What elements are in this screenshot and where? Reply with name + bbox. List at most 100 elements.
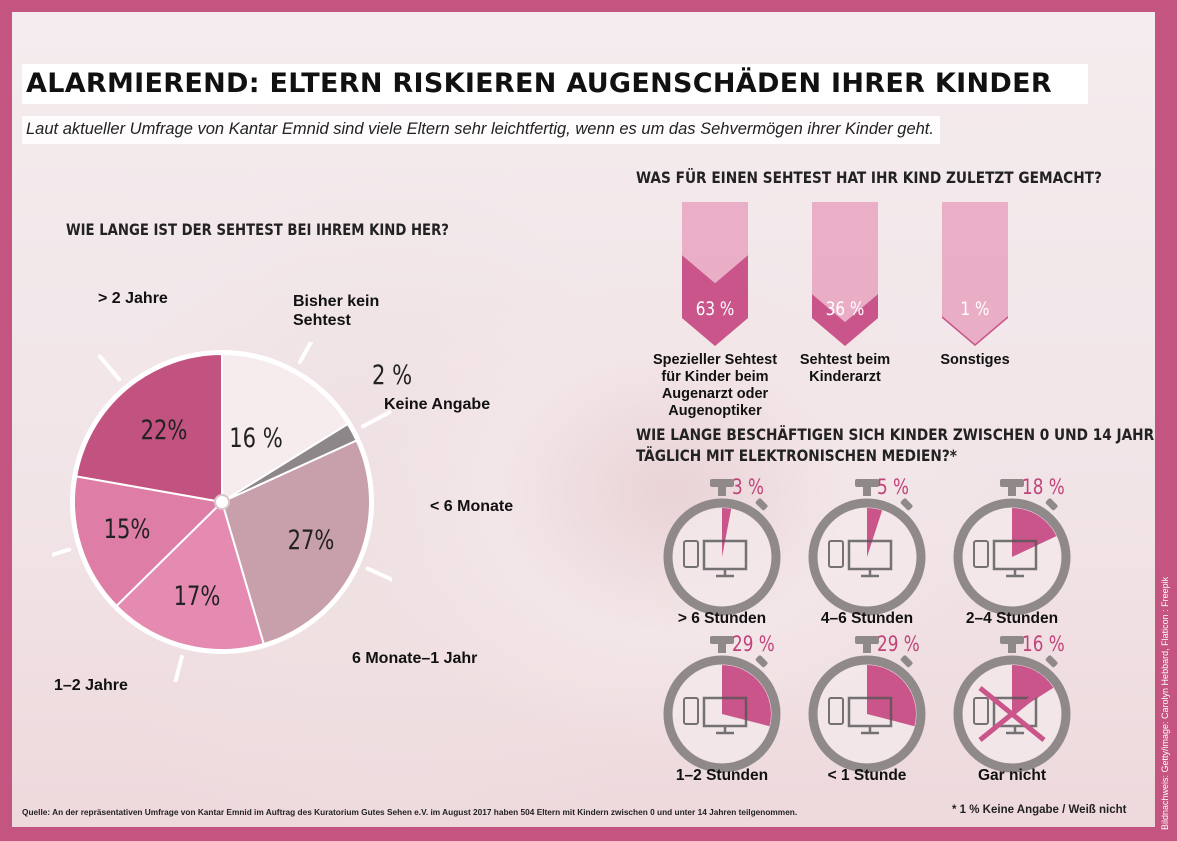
- timer-wedge-5: [1012, 665, 1054, 714]
- timer-value-5: 16 %: [1022, 632, 1065, 656]
- timer-wedge-1: [867, 508, 883, 557]
- timer-label-2: 2–4 Stunden: [965, 610, 1059, 627]
- timer-crown-icon: [1000, 636, 1024, 644]
- timer-ring: [808, 655, 926, 773]
- arrow-bar-fill-0: [682, 255, 748, 346]
- pie-category-label-1: Keine Angabe: [384, 396, 491, 413]
- pie-leader-line-0: [297, 342, 314, 365]
- timer-wedge-4: [867, 665, 917, 727]
- timer-crown-icon: [710, 479, 734, 487]
- timer-wedge-0: [722, 508, 732, 557]
- source-note: Quelle: An der repräsentativen Umfrage v…: [22, 807, 798, 817]
- timer-crown-icon: [855, 479, 879, 487]
- arrow-bar-chart: [682, 202, 1008, 346]
- devices-icon: [683, 539, 748, 578]
- footnote: * 1 % Keine Angabe / Weiß nicht: [952, 804, 1127, 816]
- timer-value-0: 3 %: [732, 475, 764, 499]
- bar-chart-title: WAS FÜR EINEN SEHTEST HAT IHR KIND ZULET…: [636, 168, 1102, 187]
- arrow-bar-value-0: 63 %: [695, 298, 735, 320]
- arrow-bar-category-2: Sonstiges: [900, 352, 1050, 369]
- image-credit: Bildnachweis: Getty/image: Carolyn Hebba…: [1160, 576, 1170, 830]
- pie-value-label-3: 17%: [173, 581, 221, 612]
- pie-chart-title: WIE LANGE IST DER SEHTEST BEI IHREM KIND…: [66, 220, 449, 239]
- pie-value-label-5: 22%: [140, 415, 188, 446]
- pie-leader-line-1: [361, 410, 392, 429]
- timer-5: [953, 636, 1071, 773]
- timer-value-2: 18 %: [1022, 475, 1065, 499]
- pie-leader-line-3: [173, 654, 184, 682]
- pie-center-dot: [214, 494, 230, 510]
- pie-slice-4: [73, 475, 225, 608]
- timer-ring: [953, 498, 1071, 616]
- timer-label-5: Gar nicht: [977, 767, 1047, 784]
- pie-value-label-0: 16 %: [229, 423, 283, 454]
- timer-label-0: > 6 Stunden: [677, 610, 767, 627]
- title-banner: ALARMIEREND: ELTERN RISKIEREN AUGENSCHÄD…: [22, 64, 1088, 104]
- timer-value-4: 29 %: [877, 632, 920, 656]
- arrow-bar-1: [812, 202, 878, 346]
- timer-crown-icon: [855, 636, 879, 644]
- pie-category-label-3: 6 Monate–1 Jahr: [352, 650, 478, 667]
- timer-label-1: 4–6 Stunden: [820, 610, 914, 627]
- timer-4: [808, 636, 926, 773]
- timer-0: [663, 479, 781, 616]
- pie-slice-3: [115, 500, 265, 651]
- devices-icon: [683, 696, 748, 735]
- page-subtitle: Laut aktueller Umfrage von Kantar Emnid …: [26, 120, 934, 138]
- page-title: ALARMIEREND: ELTERN RISKIEREN AUGENSCHÄD…: [26, 68, 1052, 99]
- timer-ring: [663, 655, 781, 773]
- timer-crown-icon: [710, 636, 734, 644]
- timer-title-line-1: WIE LANGE BESCHÄFTIGEN SICH KINDER ZWISC…: [636, 425, 1155, 444]
- pie-slice-2: [220, 439, 371, 646]
- pie-category-label-2: < 6 Monate: [430, 498, 514, 515]
- arrow-bar-0: [682, 202, 748, 346]
- pie-chart: [52, 342, 392, 682]
- timer-chart-title: WIE LANGE BESCHÄFTIGEN SICH KINDER ZWISC…: [636, 424, 1155, 466]
- pie-category-label-4: 1–2 Jahre: [54, 677, 128, 694]
- arrow-bar-track-2: [942, 202, 1008, 346]
- timer-ring: [953, 655, 1071, 773]
- pie-category-label-0: Bisher kein Sehtest: [293, 293, 380, 329]
- arrow-bar-fill-1: [812, 294, 878, 346]
- timer-3: [663, 636, 781, 773]
- arrow-bar-category-line: Sonstiges: [940, 352, 1010, 368]
- pie-value-label-1: 2 %: [372, 360, 413, 391]
- arrow-bar-category-line: für Kinder beim: [661, 369, 769, 385]
- devices-icon: [828, 539, 893, 578]
- subtitle-banner: Laut aktueller Umfrage von Kantar Emnid …: [22, 116, 940, 144]
- pie-leader-line-5: [97, 354, 122, 382]
- arrow-bar-category-0: Spezieller Sehtest für Kinder beim Augenar…: [640, 352, 790, 420]
- pie-slice-5: [75, 352, 223, 504]
- arrow-bar-category-line: Kinderarzt: [809, 369, 881, 385]
- pie-leader-line-2: [365, 566, 392, 582]
- arrow-bar-category-1: Sehtest beim Kinderarzt: [770, 352, 920, 386]
- arrow-bar-value-2: 1 %: [960, 298, 990, 320]
- devices-icon: [973, 696, 1038, 735]
- timer-ring: [808, 498, 926, 616]
- timer-value-1: 5 %: [877, 475, 909, 499]
- timer-wedge-2: [1012, 508, 1057, 557]
- devices-icon: [973, 539, 1038, 578]
- timer-2: [953, 479, 1071, 616]
- pie-value-label-4: 15%: [103, 514, 151, 545]
- arrow-bar-2: [942, 202, 1008, 346]
- timer-wedge-3: [722, 665, 772, 727]
- pie-leader-line-4: [52, 547, 72, 557]
- timer-crown-icon: [1000, 479, 1024, 487]
- pie-category-label-5: > 2 Jahre: [98, 290, 168, 307]
- timer-ring: [663, 498, 781, 616]
- pie-value-label-2: 27%: [287, 525, 335, 556]
- arrow-bar-category-line: Augenarzt oder: [661, 386, 769, 402]
- timer-label-4: < 1 Stunde: [827, 767, 907, 784]
- arrow-bar-value-1: 36 %: [825, 298, 865, 320]
- timer-1: [808, 479, 926, 616]
- arrow-bar-category-line: Spezieller Sehtest: [652, 352, 778, 368]
- arrow-bar-category-line: Sehtest beim: [799, 352, 891, 368]
- infographic-canvas: ALARMIEREND: ELTERN RISKIEREN AUGENSCHÄD…: [12, 12, 1155, 827]
- pie-slice-0: [221, 352, 350, 504]
- timer-title-line-2: TÄGLICH MIT ELEKTRONISCHEN MEDIEN?*: [636, 446, 957, 465]
- timer-label-3: 1–2 Stunden: [675, 767, 769, 784]
- devices-icon: [828, 696, 893, 735]
- timer-value-3: 29 %: [732, 632, 775, 656]
- arrow-bar-category-line: Augenoptiker: [668, 403, 762, 419]
